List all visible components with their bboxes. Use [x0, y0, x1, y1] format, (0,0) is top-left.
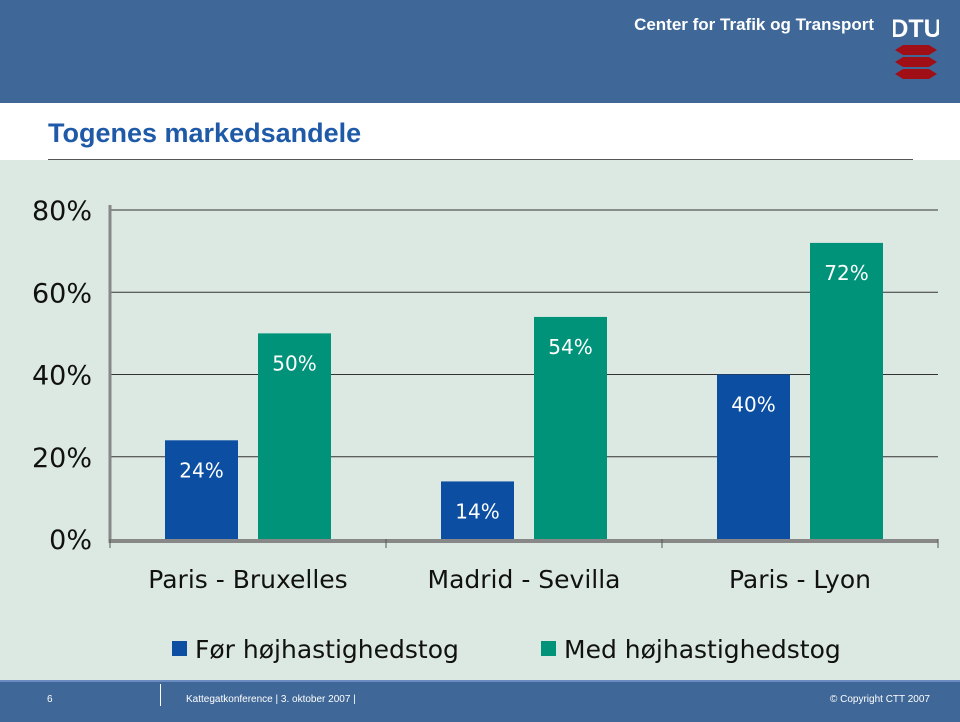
data-label: 24% — [179, 458, 223, 482]
x-tick-label: Paris - Bruxelles — [148, 565, 347, 594]
footer: 6 Kattegatkonference | 3. oktober 2007 |… — [0, 680, 960, 722]
svg-text:DTU: DTU — [893, 15, 939, 43]
x-tick-label: Madrid - Sevilla — [428, 565, 621, 594]
data-label: 72% — [824, 261, 868, 285]
data-label: 54% — [548, 335, 592, 359]
y-tick-label: 0% — [49, 525, 92, 556]
legend-label: Med højhastighedstog — [564, 635, 841, 664]
legend-label: Før højhastighedstog — [195, 635, 459, 664]
dtu-logo: DTU — [893, 15, 939, 79]
bar — [441, 481, 514, 539]
y-tick-label: 20% — [32, 443, 92, 474]
org-name: Center for Trafik og Transport — [634, 15, 874, 34]
chart-area — [0, 160, 960, 680]
data-label: 14% — [455, 499, 499, 523]
bar — [717, 374, 790, 539]
footer-divider — [160, 684, 161, 706]
bar — [534, 316, 607, 539]
x-tick-label: Paris - Lyon — [729, 565, 871, 594]
footer-copyright: © Copyright CTT 2007 — [829, 694, 930, 705]
data-label: 40% — [731, 393, 775, 417]
bar — [258, 333, 331, 539]
footer-event: Kattegatkonference | 3. oktober 2007 | — [186, 694, 356, 705]
bar — [165, 440, 238, 539]
y-tick-label: 80% — [32, 196, 92, 227]
bar — [810, 242, 883, 539]
y-tick-label: 40% — [32, 361, 92, 392]
legend-swatch — [541, 641, 556, 656]
y-tick-label: 60% — [32, 278, 92, 309]
title-divider — [48, 159, 913, 160]
legend-swatch — [172, 641, 187, 656]
header: Center for Trafik og Transport DTU — [0, 0, 960, 103]
data-label: 50% — [272, 351, 316, 375]
bar-chart: 0% 20% 40% 60% 80% Paris - Bruxelles 24% 50% Mad… — [32, 196, 939, 664]
slide-title: Togenes markedsandele — [48, 118, 362, 148]
page-number: 6 — [47, 694, 53, 705]
